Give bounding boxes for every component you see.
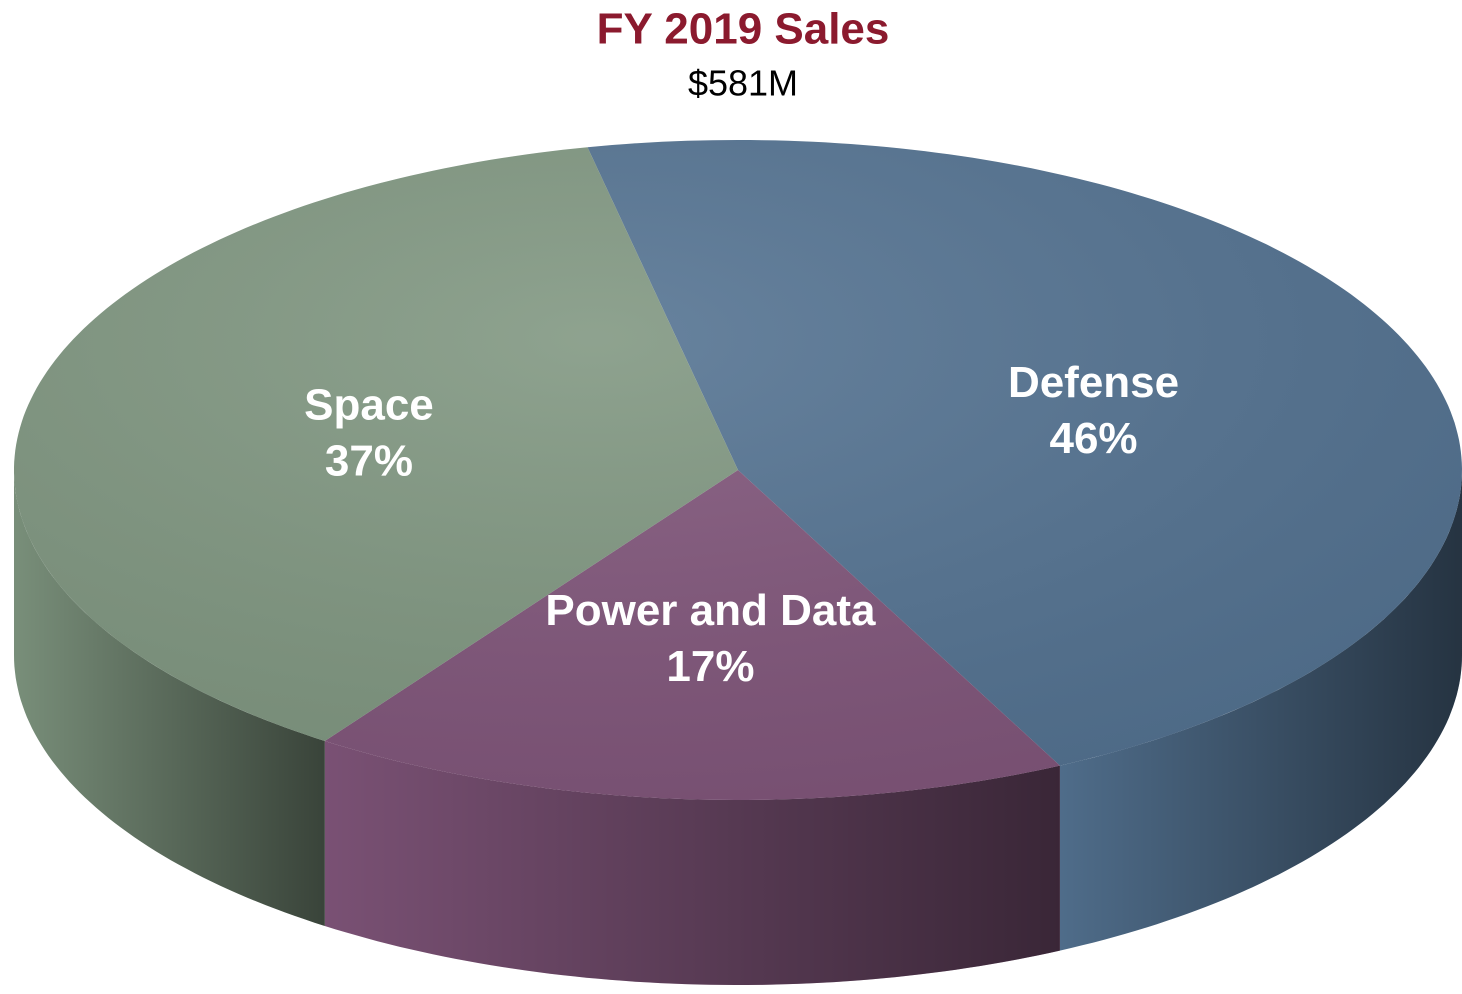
chart-subtitle: $581M — [688, 63, 798, 104]
chart-title: FY 2019 Sales — [597, 5, 890, 54]
slice-value-label: 46% — [1049, 414, 1137, 463]
slice-label: Defense — [1008, 358, 1179, 407]
pie-side-shade — [1059, 470, 1462, 951]
slice-label: Space — [304, 381, 434, 430]
pie-side-shade — [324, 741, 1060, 985]
slice-value-label: 17% — [666, 642, 754, 691]
slice-value-label: 37% — [325, 437, 413, 486]
pie-shine — [14, 140, 1462, 800]
slice-label: Power and Data — [545, 586, 876, 635]
pie-side-shade — [14, 470, 325, 926]
